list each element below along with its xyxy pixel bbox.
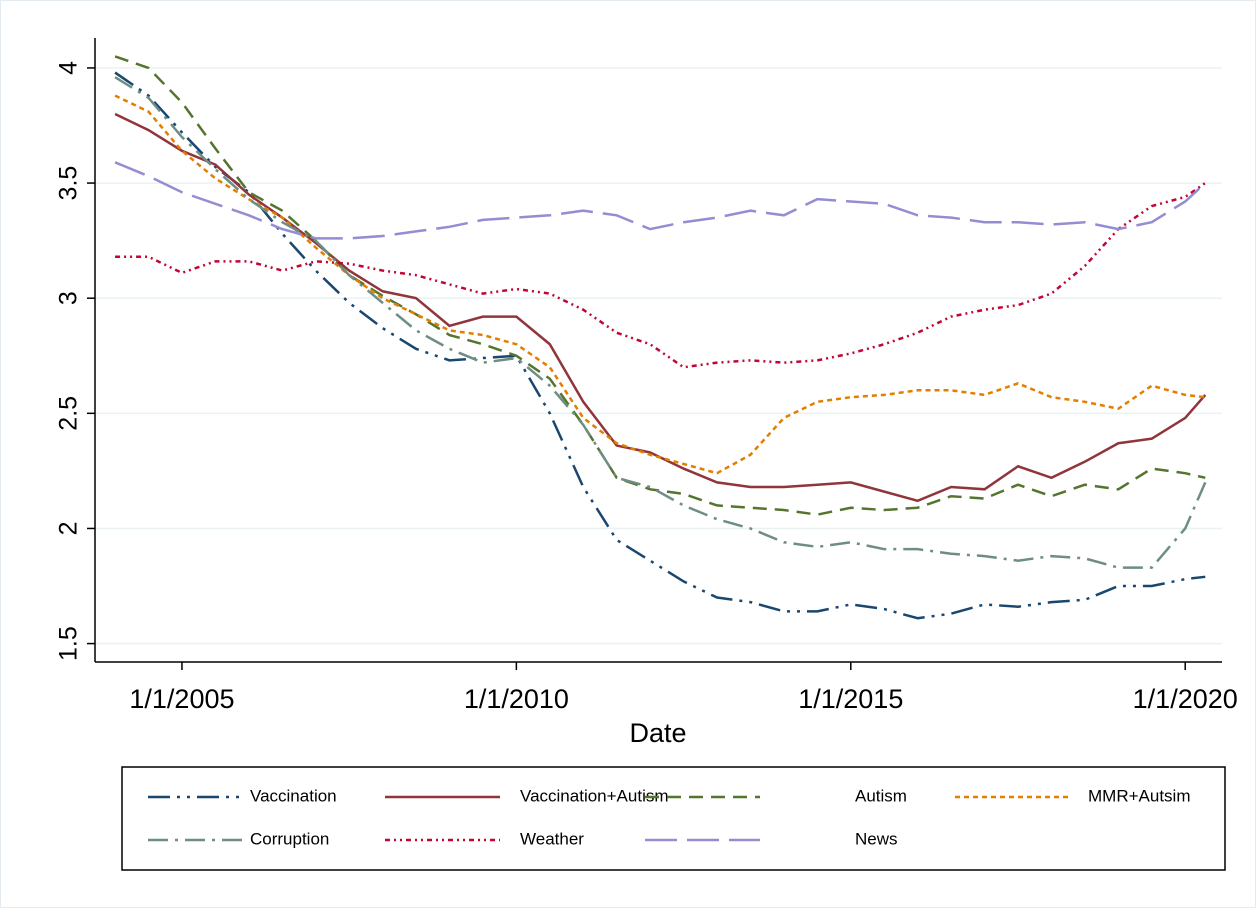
x-tick-label: 1/1/2020 — [1133, 684, 1238, 714]
y-tick-label: 3.5 — [55, 166, 83, 201]
y-tick-label: 2.5 — [55, 396, 83, 431]
series-line — [114, 161, 1207, 240]
y-tick-label: 2 — [55, 521, 83, 535]
series-line — [115, 182, 1206, 369]
legend-label: MMR+Autsim — [1088, 786, 1190, 805]
y-tick-label: 4 — [55, 61, 83, 75]
y-tick-label: 1.5 — [55, 626, 83, 661]
legend-label: Corruption — [250, 829, 329, 848]
y-tick-label: 3 — [55, 291, 83, 305]
x-tick-label: 1/1/2015 — [798, 684, 903, 714]
series-line — [114, 55, 1206, 516]
series-line — [114, 94, 1206, 475]
legend-label: Weather — [520, 829, 584, 848]
series-line — [114, 71, 1206, 620]
legend — [121, 766, 1226, 871]
legend-label: Autism — [855, 786, 907, 805]
x-axis-label: Date — [629, 718, 686, 748]
legend-label: Vaccination — [250, 786, 337, 805]
legend-label: Vaccination+Autism — [520, 786, 669, 805]
x-tick-label: 1/1/2010 — [464, 684, 569, 714]
series-line — [114, 76, 1207, 569]
x-tick-label: 1/1/2005 — [129, 684, 234, 714]
legend-label: News — [855, 829, 898, 848]
